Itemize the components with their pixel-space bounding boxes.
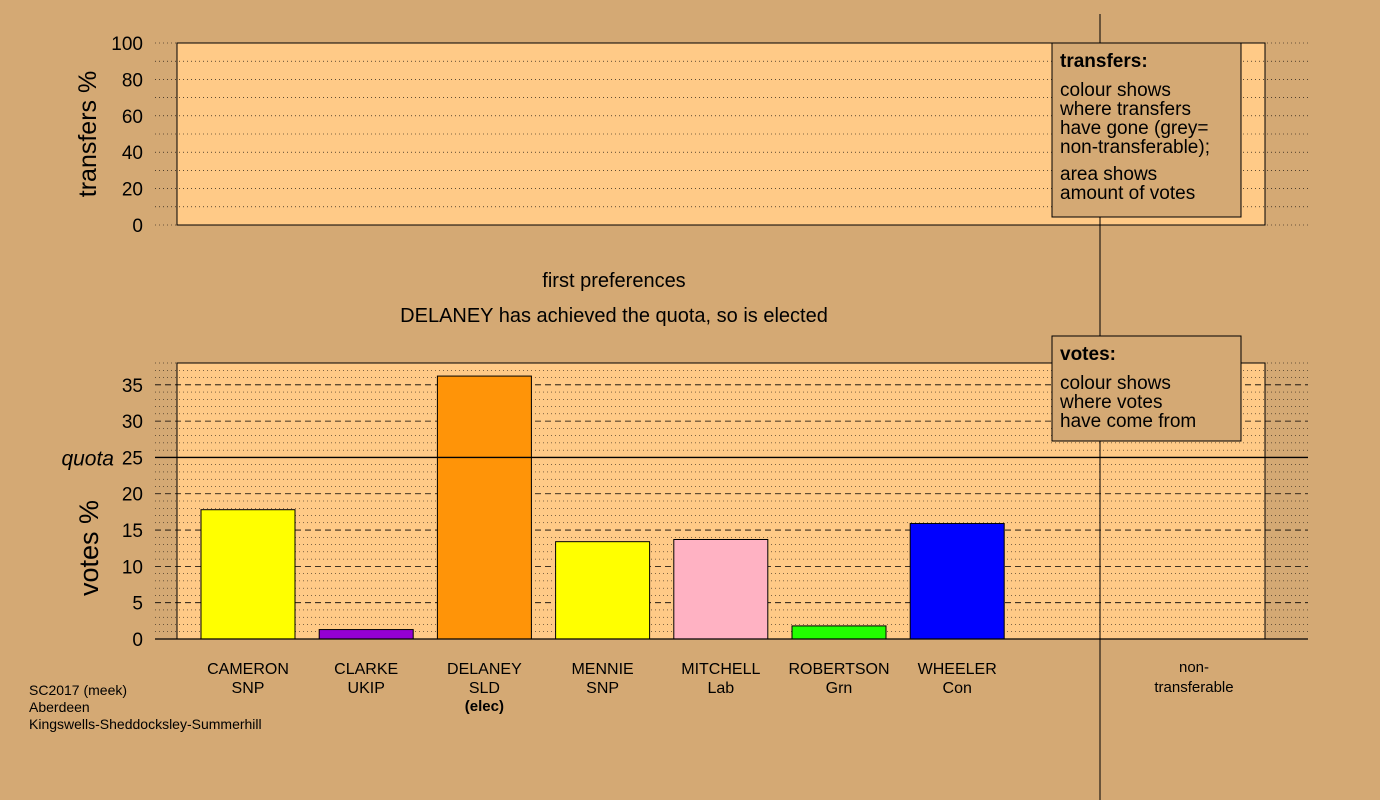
candidate-party-label: Lab: [707, 680, 734, 697]
bar-cameron: [200, 509, 296, 640]
bar-robertson: [791, 625, 887, 640]
votes-y-tick-label: 35: [122, 376, 143, 397]
votes-chart: 0 5 10 15 20 25 30 35 votes % CAMERON SNP CLARKE UKI…: [61, 270, 1308, 715]
quota-label: quota: [61, 447, 114, 470]
votes-y-tick-label: 15: [122, 521, 143, 542]
transfers-y-tick-label: 100: [111, 34, 143, 55]
bar-mennie: [555, 541, 651, 640]
candidate-status-label: (elec): [465, 698, 504, 715]
votes-y-tick-label: 0: [132, 630, 143, 651]
transfers-legend-text: amount of votes: [1060, 183, 1195, 204]
votes-y-tick-label: 20: [122, 485, 143, 506]
election-footer: SC2017 (meek) Aberdeen Kingswells-Sheddo…: [29, 682, 262, 733]
bar-mitchell: [673, 538, 769, 640]
transfers-legend-text: where transfers: [1059, 99, 1191, 120]
bar-delaney: [436, 375, 532, 640]
stage-subtitle: DELANEY has achieved the quota, so is el…: [400, 305, 828, 327]
candidate-name-label: MITCHELL: [681, 661, 760, 678]
footer-ward: Kingswells-Sheddocksley-Summerhill: [29, 716, 262, 732]
votes-y-tick-label: 5: [132, 594, 143, 615]
transfers-legend-text: non-transferable);: [1060, 137, 1210, 158]
transfers-legend-title: transfers:: [1060, 51, 1148, 72]
transfers-legend-box: [1051, 42, 1242, 218]
nontransferable-label-line1: non-: [1179, 659, 1209, 676]
votes-y-tick-label: 25: [122, 448, 143, 469]
candidate-name-label: ROBERTSON: [788, 661, 889, 678]
votes-y-tick-label: 30: [122, 412, 143, 433]
votes-legend-text: colour shows: [1060, 373, 1171, 394]
candidate-party-label: Grn: [826, 680, 853, 697]
bar-wheeler: [909, 523, 1005, 640]
transfers-legend-text: colour shows: [1060, 80, 1171, 101]
candidate-name-label: CLARKE: [334, 661, 398, 678]
candidate-party-label: Con: [943, 680, 972, 697]
transfers-y-tick-label: 0: [132, 216, 143, 237]
footer-council: Aberdeen: [29, 699, 90, 715]
votes-y-axis-label: votes %: [74, 500, 104, 596]
votes-y-tick-label: 10: [122, 557, 143, 578]
stage-title: first preferences: [542, 270, 685, 292]
transfers-legend-text: area shows: [1060, 164, 1157, 185]
candidate-name-label: MENNIE: [571, 661, 633, 678]
transfers-y-axis-label: transfers %: [74, 71, 102, 197]
transfers-y-tick-label: 20: [122, 180, 143, 201]
transfers-y-tick-label: 40: [122, 143, 143, 164]
votes-legend-text: where votes: [1059, 392, 1162, 413]
transfers-y-tick-label: 80: [122, 70, 143, 91]
candidate-party-label: SLD: [469, 680, 500, 697]
candidate-name-label: DELANEY: [447, 661, 522, 678]
transfers-legend-text: have gone (grey=: [1060, 118, 1208, 139]
transfers-y-tick-label: 60: [122, 107, 143, 128]
candidate-party-label: SNP: [586, 680, 619, 697]
bar-clarke: [318, 629, 414, 640]
nontransferable-label-line2: transferable: [1154, 679, 1233, 696]
candidate-name-label: CAMERON: [207, 661, 289, 678]
votes-legend-box: [1051, 335, 1242, 442]
votes-legend-text: have come from: [1060, 411, 1196, 432]
votes-legend-title: votes:: [1060, 344, 1116, 365]
footer-election: SC2017 (meek): [29, 682, 128, 698]
candidate-name-label: WHEELER: [918, 661, 997, 678]
candidate-party-label: UKIP: [348, 680, 385, 697]
candidate-party-label: SNP: [232, 680, 265, 697]
